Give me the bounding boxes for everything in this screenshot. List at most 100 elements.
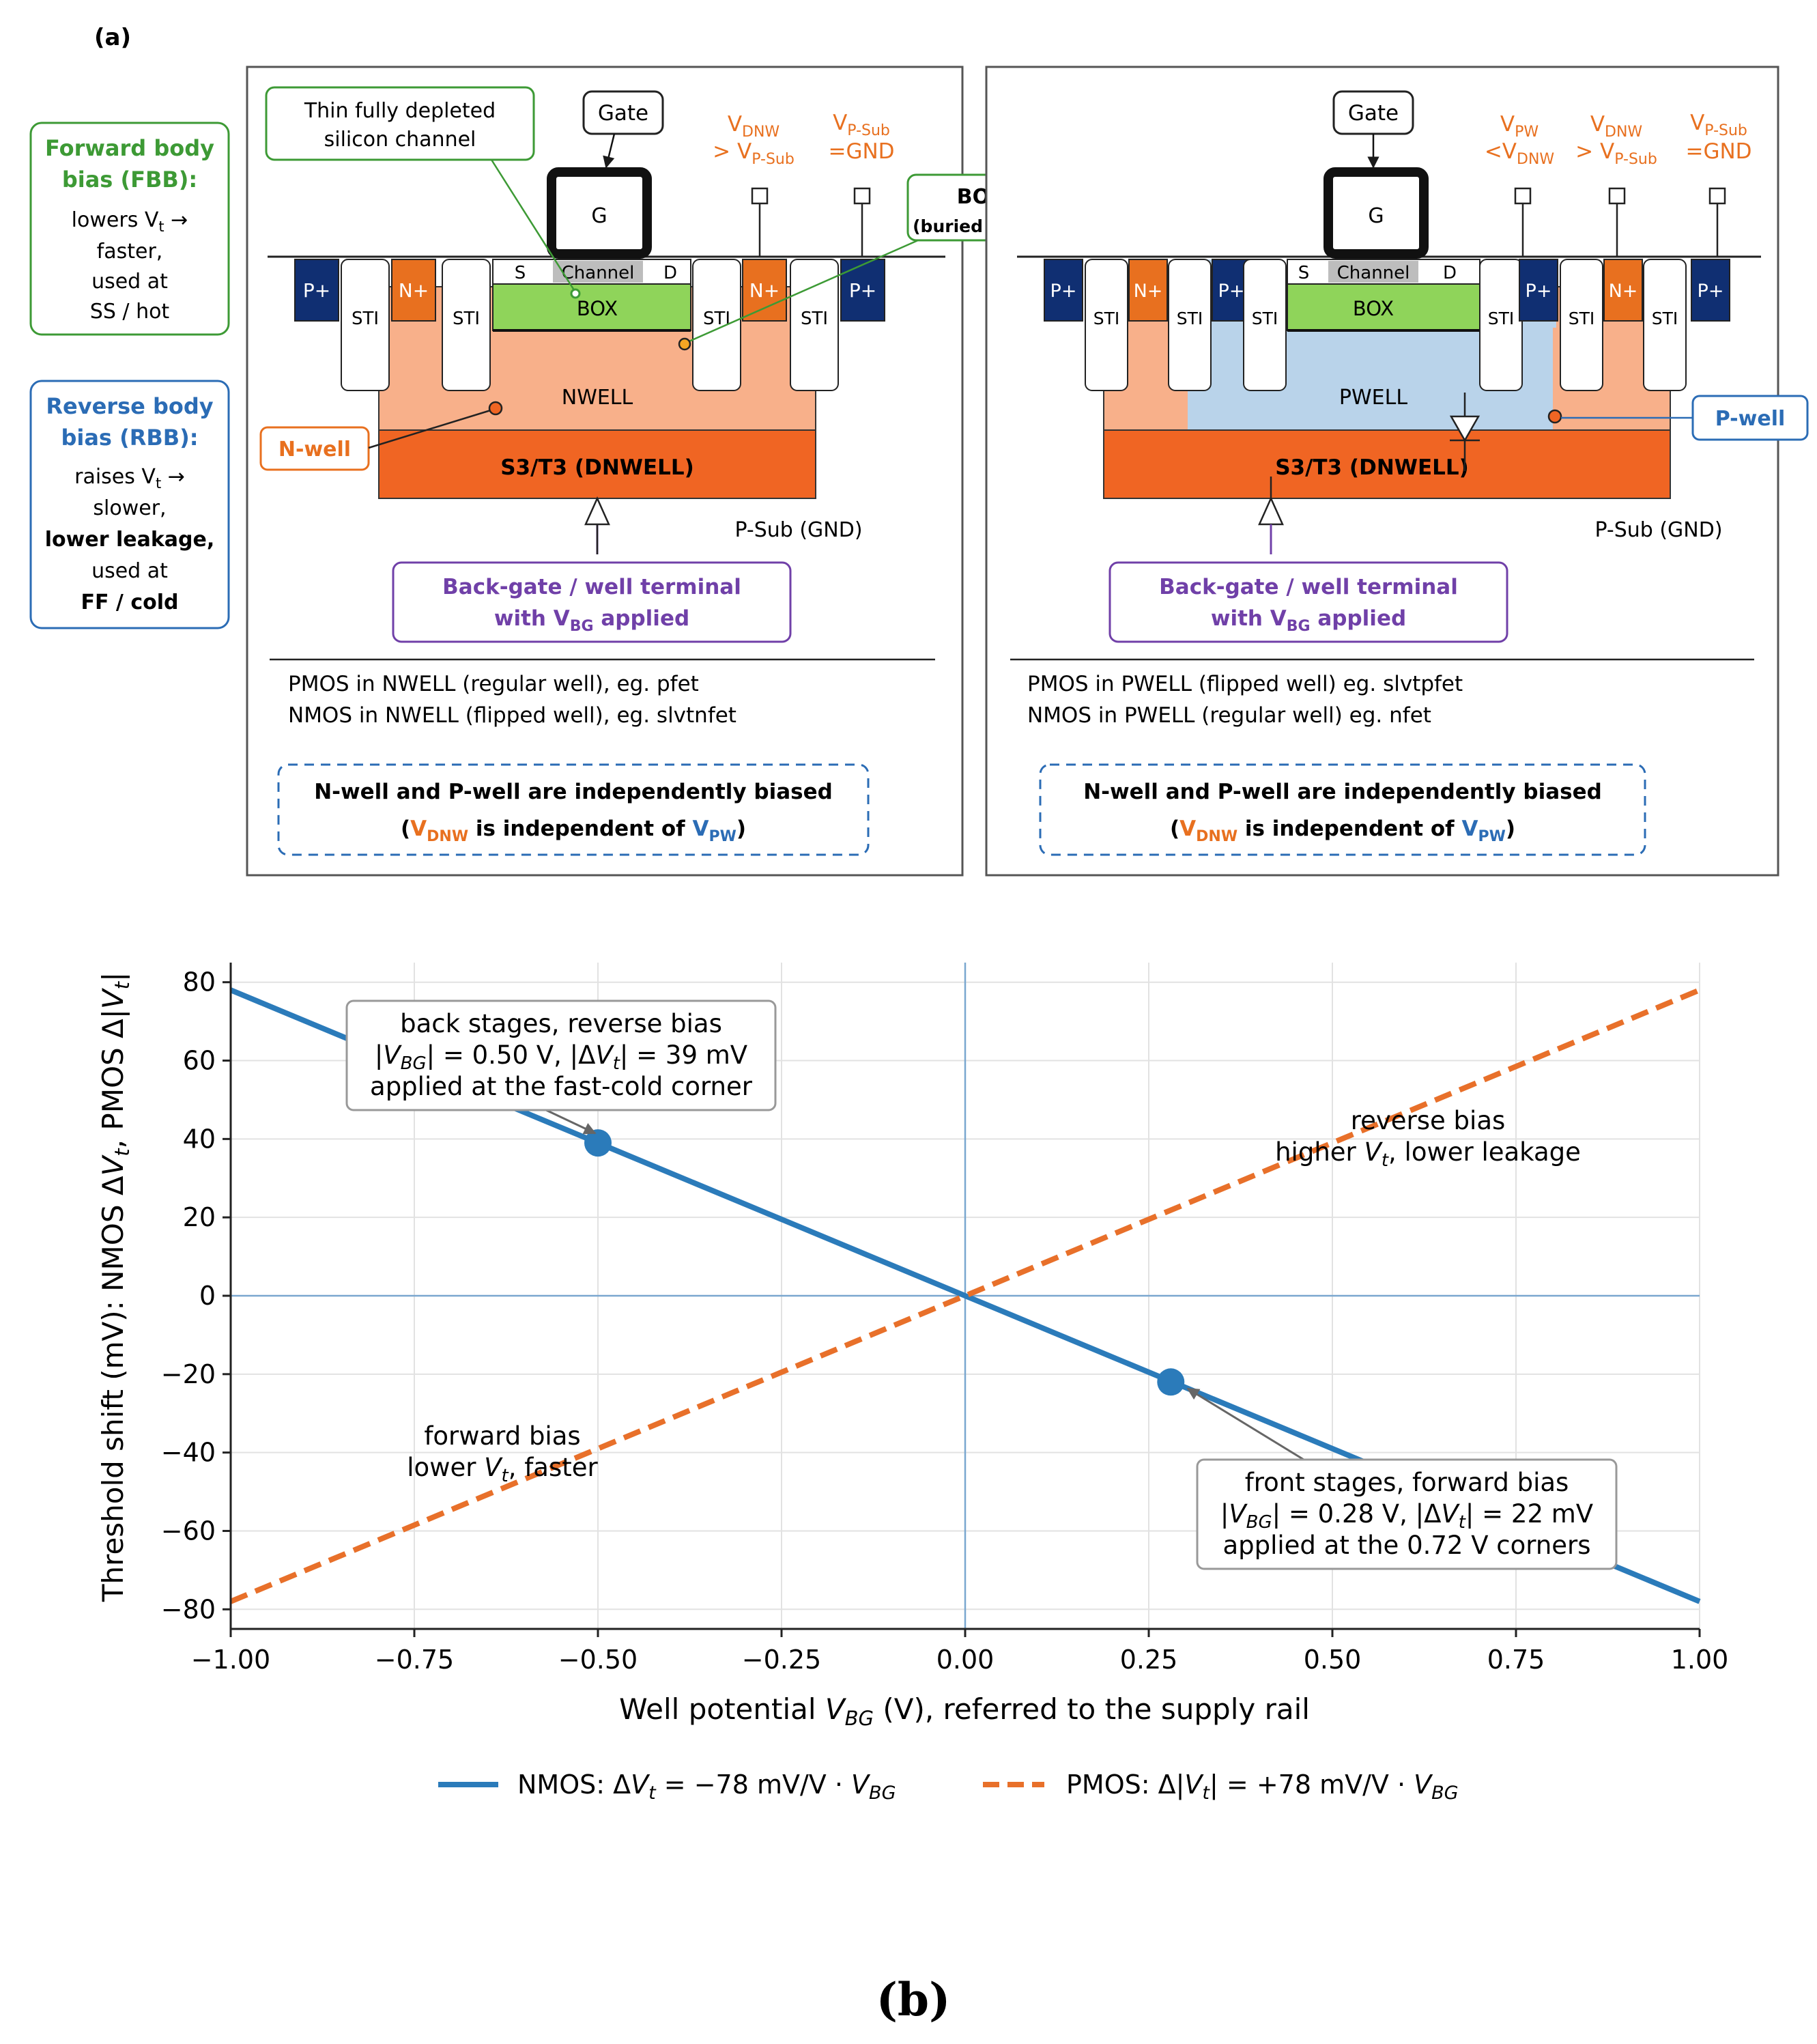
x-tick-label-2: −0.50 <box>558 1645 638 1675</box>
left-nplus-2: N+ <box>749 279 779 302</box>
right-drain-label: D <box>1443 263 1457 283</box>
right-box-label: BOX <box>1353 297 1394 320</box>
left-psub-label: P-Sub (GND) <box>734 518 862 542</box>
reverse-bias-label-1: reverse bias <box>1351 1106 1506 1135</box>
right-gate-label: Gate <box>1348 101 1399 126</box>
forward-bias-label-1: forward bias <box>424 1421 580 1451</box>
left-vdnw-cond: > VP-Sub <box>713 139 795 168</box>
right-sti-2: STI <box>1177 309 1203 328</box>
right-sti-3: STI <box>1252 309 1278 328</box>
right-pplus-3: P+ <box>1526 281 1552 302</box>
left-channel-callout-1: Thin fully depleted <box>304 99 496 123</box>
chart-legend: NMOS: ΔVt = −78 mV/V · VBG PMOS: Δ|Vt| =… <box>438 1770 1459 1804</box>
front-stages-annotation: front stages, forward bias |VBG| = 0.28 … <box>1186 1387 1618 1570</box>
right-nplus-1: N+ <box>1134 281 1163 302</box>
legend-nmos-label: NMOS: ΔVt = −78 mV/V · VBG <box>517 1770 896 1804</box>
left-pplus-2: P+ <box>849 279 876 302</box>
left-note-1: PMOS in NWELL (regular well), eg. pfet <box>288 672 699 696</box>
fbb-title-2: bias (FBB): <box>62 167 197 193</box>
left-gate-label: Gate <box>598 101 648 126</box>
right-source-label: S <box>1298 263 1310 283</box>
right-vdnw-cond: > VP-Sub <box>1575 139 1657 168</box>
right-vpsub-cond: =GND <box>1685 139 1751 164</box>
rbb-line-4: used at <box>91 559 168 583</box>
forward-bias-label-2: lower Vt, faster <box>407 1453 598 1486</box>
right-sti-6: STI <box>1652 309 1678 328</box>
left-backgate-2: with VBG applied <box>494 606 689 635</box>
x-tick-label-1: −0.75 <box>375 1645 454 1675</box>
panel-b-label: (b) <box>876 1973 951 2026</box>
right-indep-note-1: N-well and P-well are independently bias… <box>1083 780 1602 804</box>
right-channel-label: Channel <box>1337 263 1410 283</box>
left-vpsub-label: VP-Sub <box>833 111 890 139</box>
rbb-info-box: Reverse body bias (RBB): raises Vt → slo… <box>29 380 230 629</box>
right-note-1: PMOS in PWELL (flipped well) eg. slvtpfe… <box>1027 672 1463 696</box>
right-vpw-label: VPW <box>1500 112 1539 141</box>
fbb-info-box: Forward body bias (FBB): lowers Vt → fas… <box>29 122 230 336</box>
rbb-title-2: bias (RBB): <box>61 425 198 451</box>
back-annot-line-3: applied at the fast-cold corner <box>370 1072 753 1101</box>
x-tick-label-8: 1.00 <box>1671 1645 1729 1675</box>
fbb-title-1: Forward body <box>45 135 214 161</box>
fbb-line-1: lowers Vt → <box>72 208 188 235</box>
left-vpsub-cond: =GND <box>828 139 894 164</box>
x-tick-label-5: 0.25 <box>1120 1645 1178 1675</box>
chart-points <box>584 1129 1185 1396</box>
x-tick-label-4: 0.00 <box>936 1645 995 1675</box>
reverse-bias-label-2: higher Vt, lower leakage <box>1275 1137 1581 1171</box>
back-annot-line-1: back stages, reverse bias <box>400 1009 722 1038</box>
right-note-2: NMOS in PWELL (regular well) eg. nfet <box>1027 703 1431 728</box>
left-device-panel: S3/T3 (DNWELL) NWELL P+ STI N+ STI S Cha… <box>246 66 1055 877</box>
right-pplus-2: P+ <box>1218 281 1245 302</box>
left-channel-label: Channel <box>562 263 635 283</box>
rbb-line-3: lower leakage, <box>45 528 214 552</box>
y-tick-label-0: −80 <box>161 1594 216 1624</box>
rbb-line-5: FF / cold <box>81 591 179 614</box>
right-vpsub-label: VP-Sub <box>1690 111 1747 139</box>
left-sti-2: STI <box>453 309 480 329</box>
front-annot-line-1: front stages, forward bias <box>1245 1468 1569 1497</box>
left-source-label: S <box>515 263 526 283</box>
y-tick-label-8: 80 <box>183 967 216 997</box>
left-indep-note-2: (VDNW is independent of VPW) <box>401 817 746 845</box>
x-tick-label-6: 0.50 <box>1304 1645 1362 1675</box>
right-gate-g: G <box>1368 204 1384 228</box>
fbb-line-4: SS / hot <box>90 300 170 324</box>
right-vpw-cond: <VDNW <box>1485 139 1555 168</box>
back-stages-annotation: back stages, reverse bias |VBG| = 0.50 V… <box>345 999 777 1135</box>
left-dnwell-label: S3/T3 (DNWELL) <box>500 455 694 480</box>
y-tick-label-7: 60 <box>183 1046 216 1076</box>
right-vdnw-label: VDNW <box>1590 112 1643 141</box>
left-dnwell-region <box>378 429 816 499</box>
rbb-line-1: raises Vt → <box>74 465 185 492</box>
right-sti-4: STI <box>1488 309 1515 328</box>
left-drain-label: D <box>663 263 677 283</box>
rbb-title-1: Reverse body <box>46 393 213 419</box>
data-point-1 <box>1157 1368 1185 1396</box>
fbb-line-2: faster, <box>97 240 163 264</box>
left-nwell-callout: N-well <box>278 438 351 462</box>
right-nplus-2: N+ <box>1609 281 1638 302</box>
right-pwell-callout: P-well <box>1715 407 1786 431</box>
right-device-panel: S3/T3 (DNWELL) PWELL P+ STI N+ STI P+ ST… <box>985 66 1809 877</box>
y-axis-label: Threshold shift (mV): NMOS ΔVt, PMOS Δ|V… <box>96 972 134 1602</box>
chart-ticks: −1.00 −0.75 −0.50 −0.25 0.00 0.25 0.50 0.75 1.00… <box>161 967 1729 1675</box>
y-tick-label-6: 40 <box>183 1124 216 1154</box>
right-backgate-2: with VBG applied <box>1211 606 1406 635</box>
fbb-line-3: used at <box>91 270 168 294</box>
front-annot-line-2: |VBG| = 0.28 V, |ΔVt| = 22 mV <box>1220 1499 1593 1533</box>
right-dnwell-label: S3/T3 (DNWELL) <box>1275 455 1469 480</box>
left-sti-1: STI <box>352 309 379 329</box>
left-indep-note-1: N-well and P-well are independently bias… <box>314 780 833 804</box>
legend-pmos-label: PMOS: Δ|Vt| = +78 mV/V · VBG <box>1066 1770 1459 1804</box>
x-tick-label-3: −0.25 <box>742 1645 821 1675</box>
right-psub-label: P-Sub (GND) <box>1594 518 1722 542</box>
back-annot-line-2: |VBG| = 0.50 V, |ΔVt| = 39 mV <box>375 1040 747 1074</box>
right-sti-1: STI <box>1093 309 1120 328</box>
left-sti-3: STI <box>703 309 730 329</box>
y-tick-label-1: −60 <box>161 1516 216 1546</box>
left-gate-g: G <box>591 204 607 228</box>
right-dnwell-region <box>1103 429 1671 499</box>
right-sti-5: STI <box>1569 309 1595 328</box>
